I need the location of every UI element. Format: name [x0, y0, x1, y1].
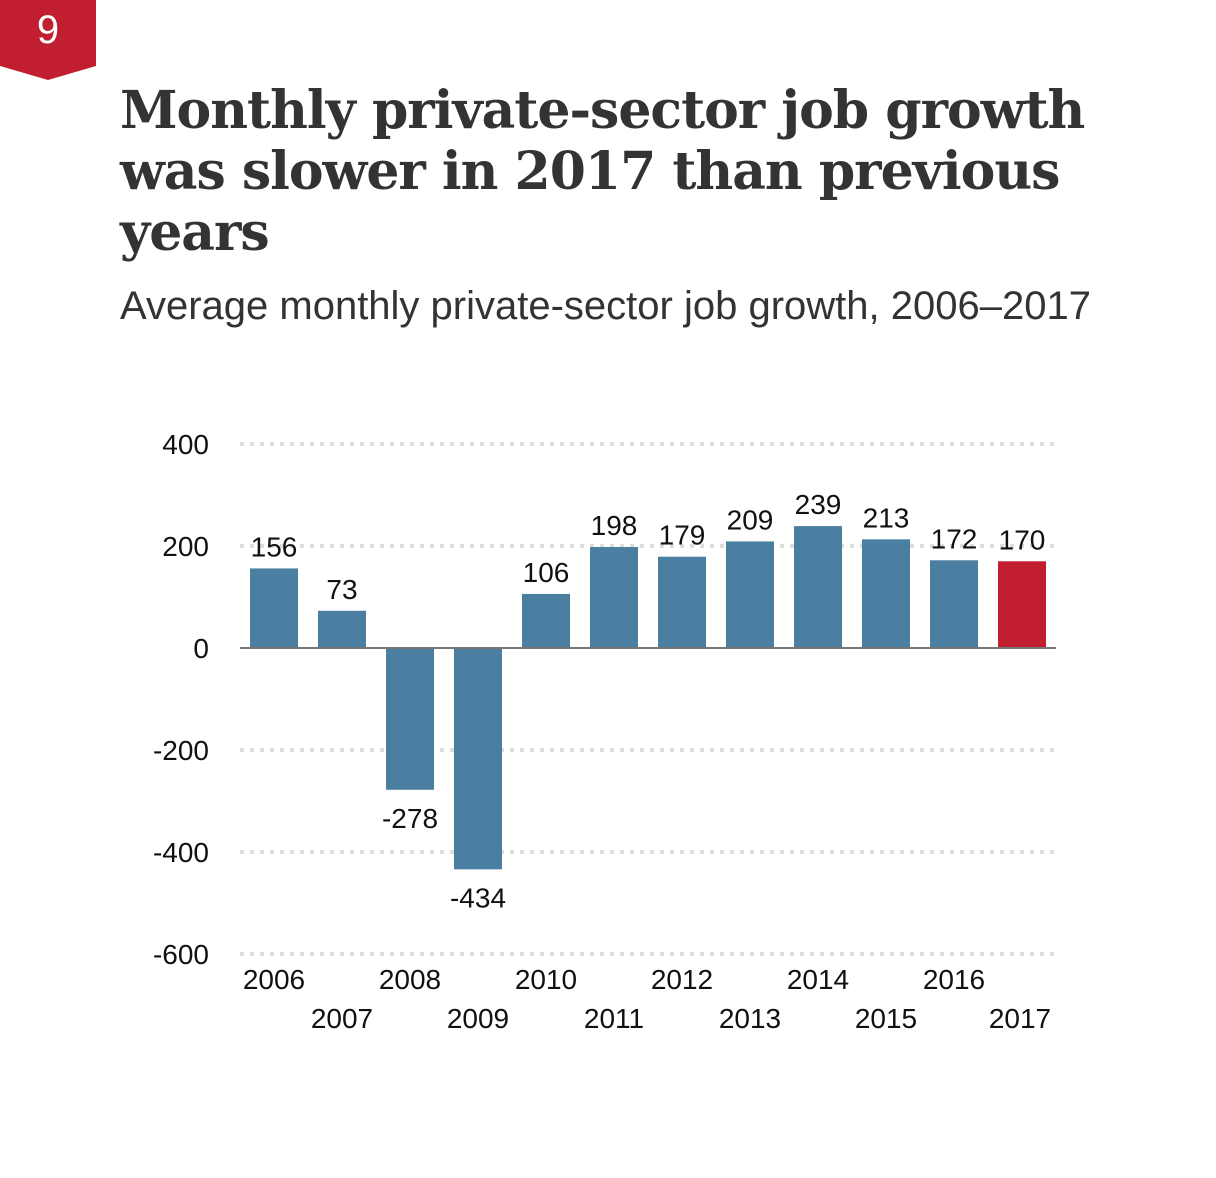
bar-2016 [930, 560, 978, 648]
data-labels: 156 73 -278 -434 106 198 179 209 239 213 172 170 [251, 489, 1046, 913]
data-label-2007: 73 [326, 574, 357, 605]
data-label-2014: 239 [795, 489, 842, 520]
bar-2017 [998, 561, 1046, 648]
bar-2009 [454, 648, 502, 870]
badge-ribbon-shape [0, 0, 96, 80]
x-tick-label-2013: 2013 [719, 1003, 781, 1034]
x-tick-label-2012: 2012 [651, 964, 713, 995]
y-tick-label: -600 [153, 939, 209, 970]
x-axis-ticks: 2006200720082009201020112012201320142015… [243, 964, 1051, 1034]
bar-2006 [250, 568, 298, 648]
bar-2010 [522, 593, 570, 648]
chart-subtitle: Average monthly private-sector job growt… [120, 284, 1091, 328]
data-label-2013: 209 [727, 504, 774, 535]
data-label-2010: 106 [523, 557, 570, 588]
data-label-2006: 156 [251, 531, 298, 562]
y-tick-label: 200 [162, 531, 209, 562]
x-tick-label-2010: 2010 [515, 964, 577, 995]
x-tick-label-2014: 2014 [787, 964, 849, 995]
y-tick-label: -400 [153, 837, 209, 868]
bar-2015 [862, 539, 910, 648]
data-label-2008: -278 [382, 803, 438, 834]
figure-number-badge: 9 [0, 0, 96, 80]
bar-2011 [590, 547, 638, 648]
figure-number: 9 [36, 8, 60, 52]
y-axis-ticks: 400 200 0 -200 -400 -600 [153, 429, 209, 970]
y-tick-label: 0 [193, 633, 209, 664]
bar-2014 [794, 526, 842, 648]
data-label-2016: 172 [931, 523, 978, 554]
data-label-2017: 170 [999, 524, 1046, 555]
data-label-2011: 198 [591, 510, 638, 541]
bar-2008 [386, 648, 434, 790]
bar-2007 [318, 610, 366, 648]
bar-2012 [658, 556, 706, 648]
x-tick-label-2015: 2015 [855, 1003, 917, 1034]
y-tick-label: -200 [153, 735, 209, 766]
data-label-2015: 213 [863, 502, 910, 533]
x-tick-label-2011: 2011 [584, 1003, 644, 1034]
gridlines [240, 442, 1056, 956]
x-tick-label-2006: 2006 [243, 964, 305, 995]
y-tick-label: 400 [162, 429, 209, 460]
x-tick-label-2016: 2016 [923, 964, 985, 995]
x-tick-label-2007: 2007 [311, 1003, 373, 1034]
x-tick-label-2008: 2008 [379, 964, 441, 995]
x-tick-label-2009: 2009 [447, 1003, 509, 1034]
chart-title: Monthly private-sector job growth was sl… [120, 80, 1085, 263]
x-tick-label-2017: 2017 [989, 1003, 1051, 1034]
data-label-2012: 179 [659, 520, 706, 551]
bars [250, 526, 1046, 870]
bar-2013 [726, 541, 774, 648]
data-label-2009: -434 [450, 882, 506, 913]
